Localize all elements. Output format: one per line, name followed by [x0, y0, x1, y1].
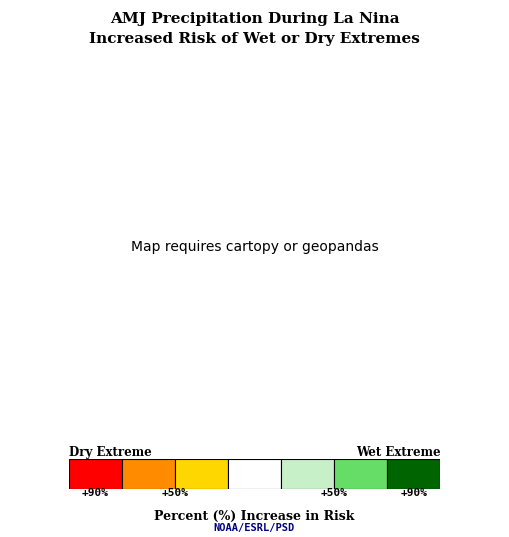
Bar: [175, 459, 228, 489]
Text: Wet Extreme: Wet Extreme: [356, 446, 440, 459]
Bar: [69, 459, 122, 489]
Text: NOAA/ESRL/PSD: NOAA/ESRL/PSD: [214, 523, 295, 533]
Text: +50%: +50%: [161, 488, 188, 498]
Text: +90%: +90%: [82, 488, 109, 498]
Text: +50%: +50%: [321, 488, 348, 498]
Text: Map requires cartopy or geopandas: Map requires cartopy or geopandas: [131, 240, 378, 254]
Text: Percent (%) Increase in Risk: Percent (%) Increase in Risk: [154, 510, 355, 523]
Bar: [281, 459, 334, 489]
Bar: [334, 459, 387, 489]
Bar: [228, 459, 281, 489]
Text: AMJ Precipitation During La Nina: AMJ Precipitation During La Nina: [109, 12, 400, 26]
Text: Dry Extreme: Dry Extreme: [69, 446, 152, 459]
Text: Increased Risk of Wet or Dry Extremes: Increased Risk of Wet or Dry Extremes: [89, 32, 420, 46]
Text: +90%: +90%: [400, 488, 427, 498]
Bar: [387, 459, 440, 489]
Bar: [122, 459, 175, 489]
